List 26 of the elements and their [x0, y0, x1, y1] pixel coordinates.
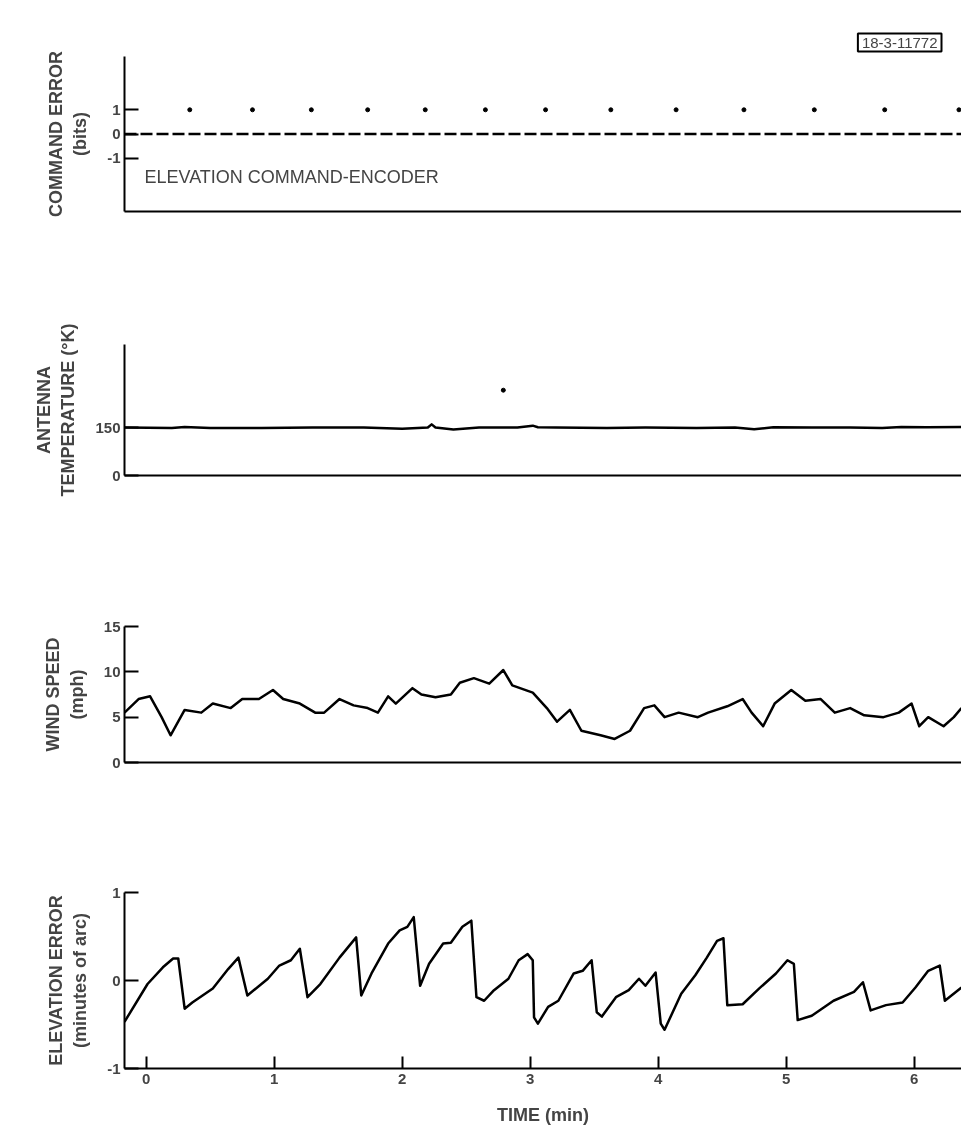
x-tick-label: 4 — [654, 1069, 664, 1087]
y-tick-label: 1 — [112, 883, 121, 901]
y-tick-label: 0 — [112, 971, 121, 989]
y-axis-title: ELEVATION ERROR (minutes of arc) — [46, 895, 91, 1066]
x-tick-label: 2 — [398, 1069, 407, 1087]
y-tick-label: 0 — [112, 466, 121, 484]
y-axis-title: WIND SPEED (mph) — [42, 637, 87, 752]
x-tick-label: 0 — [142, 1069, 151, 1087]
x-axis-title: TIME (min) — [497, 1104, 590, 1125]
x-tick-label: 1 — [270, 1069, 279, 1087]
y-tick-label: 1 — [112, 100, 121, 118]
y-axis-title: ANTENNA TEMPERATURE (°K) — [34, 323, 79, 497]
y-tick-label: 10 — [103, 662, 121, 680]
annotation: ELEVATION COMMAND-ENCODER — [144, 166, 439, 187]
y-tick-label: 5 — [112, 708, 121, 726]
x-tick-label: 6 — [909, 1069, 919, 1087]
y-tick-label: 15 — [103, 617, 121, 635]
text: 18-3-11772 — [861, 33, 938, 51]
y-axis-title: COMMAND ERROR (bits) — [46, 51, 91, 217]
y-tick-label: 150 — [95, 418, 121, 436]
x-tick-label: 3 — [526, 1069, 535, 1087]
y-tick-label: 0 — [112, 753, 121, 771]
x-tick-label: 5 — [781, 1069, 791, 1087]
y-tick-label: -1 — [107, 149, 121, 167]
y-tick-label: 0 — [112, 125, 121, 142]
y-tick-label: -1 — [107, 1059, 121, 1077]
